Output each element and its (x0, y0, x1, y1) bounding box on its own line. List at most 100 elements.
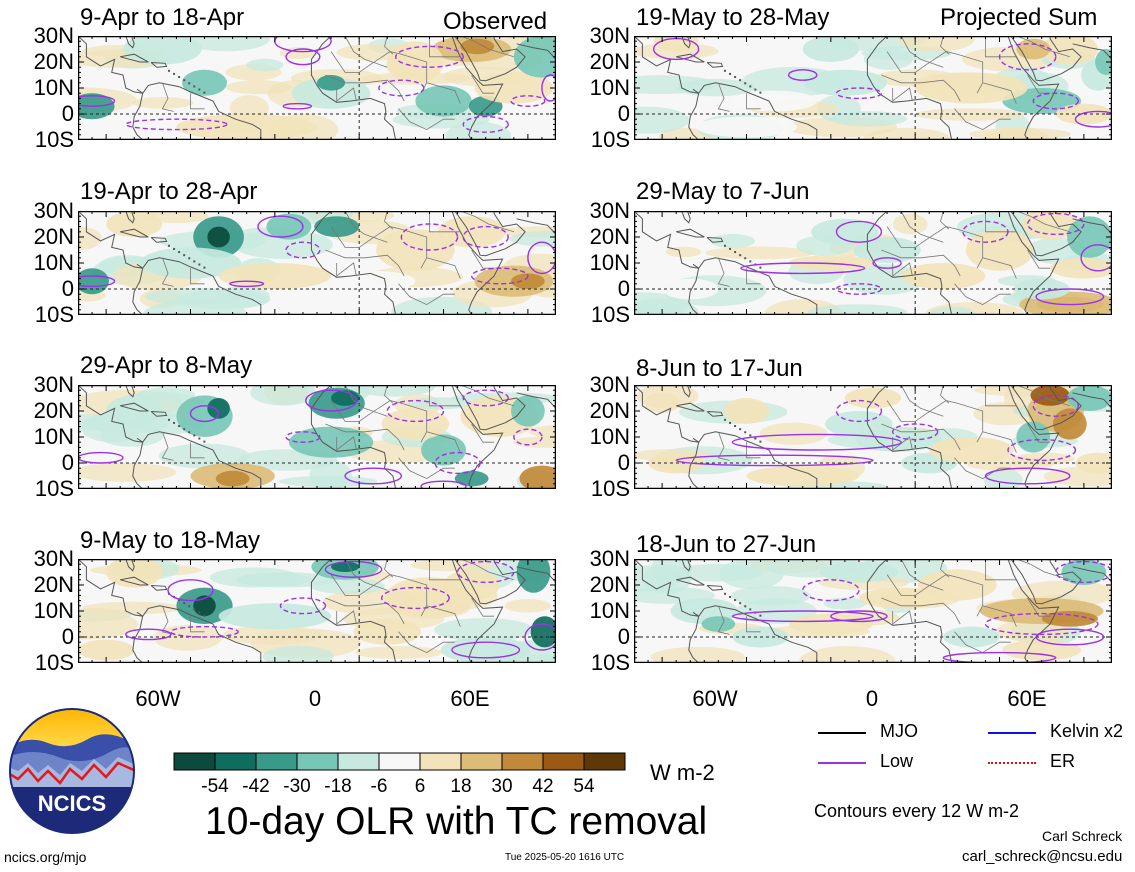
panel-title-5: 19-May to 28-May (636, 4, 830, 31)
lat-label: 10N (589, 598, 630, 623)
colorbar-tick-label: 18 (450, 776, 471, 797)
legend-line-er (988, 762, 1036, 764)
colorbar-tick-label: 42 (532, 776, 553, 797)
projected-label: Projected Sum (940, 4, 1098, 31)
colorbar-box (378, 752, 421, 771)
lat-label: 30N (589, 546, 630, 571)
lat-label: 0 (61, 101, 74, 126)
colorbar-box (501, 752, 544, 771)
colorbar-box (296, 752, 339, 771)
lat-label: 10N (33, 75, 74, 100)
lat-label: 0 (617, 101, 630, 126)
lat-label: 10N (589, 424, 630, 449)
panel-title-7: 8-Jun to 17-Jun (636, 355, 803, 382)
lon-label-60e-left: 60E (450, 686, 490, 711)
panel-title-8: 18-Jun to 27-Jun (636, 531, 817, 558)
colorbar-box (173, 752, 216, 771)
colorbar-units: W m-2 (650, 760, 715, 785)
lat-label: 10S (590, 476, 630, 501)
lat-label: 20N (589, 224, 630, 249)
ncics-logo: NCICS (9, 708, 135, 834)
legend-label: Low (880, 751, 914, 771)
colorbar-tick-label: -18 (324, 776, 351, 797)
lat-label: 0 (617, 276, 630, 301)
email: carl_schreck@ncsu.edu (962, 848, 1123, 865)
lat-label: 10N (589, 75, 630, 100)
lat-label: 10N (33, 250, 74, 275)
colorbar-tick-label: -30 (283, 776, 310, 797)
lat-label: 10S (590, 127, 630, 152)
lat-label: 0 (61, 276, 74, 301)
lat-label: 20N (33, 572, 74, 597)
projected-map-panel-3 (634, 385, 1112, 489)
lat-label: 0 (61, 450, 74, 475)
lat-label: 20N (589, 572, 630, 597)
lat-label: 10S (34, 650, 74, 675)
contours-note: Contours every 12 W m-2 (814, 801, 1020, 821)
colorbar-tick-label: 30 (491, 776, 512, 797)
lon-label-60w-left: 60W (135, 686, 181, 711)
observed-label: Observed (443, 8, 548, 35)
logo-text: NCICS (38, 791, 106, 816)
lat-label: 10S (34, 127, 74, 152)
legend-line-mjo (818, 732, 866, 734)
colorbar-box (337, 752, 380, 771)
legend-label: MJO (880, 721, 918, 741)
panel-title-6: 29-May to 7-Jun (636, 178, 810, 205)
observed-map-panel-2 (78, 211, 556, 315)
panel-title-3: 29-Apr to 8-May (80, 352, 253, 379)
lat-label: 10S (34, 302, 74, 327)
colorbar-box (214, 752, 257, 771)
legend-label: ER (1050, 751, 1076, 771)
lon-label-0-left: 0 (308, 686, 322, 711)
colorbar-box (583, 752, 626, 771)
colorbar-box (255, 752, 298, 771)
panel-title-2: 19-Apr to 28-Apr (80, 178, 258, 205)
lat-label: 0 (61, 624, 74, 649)
lat-label: 10N (33, 598, 74, 623)
projected-map-panel-1 (634, 36, 1112, 140)
observed-map-panel-4 (78, 559, 556, 663)
legend-line-kelvin-x2 (988, 732, 1036, 734)
colorbar-tick-label: -42 (242, 776, 269, 797)
lat-label: 10N (589, 250, 630, 275)
lat-label: 30N (33, 23, 74, 48)
panel-title-1: 9-Apr to 18-Apr (80, 4, 245, 31)
lat-label: 30N (589, 198, 630, 223)
lon-label-0-right: 0 (865, 686, 879, 711)
lat-label: 20N (33, 49, 74, 74)
colorbar-box (542, 752, 585, 771)
lat-label: 20N (33, 398, 74, 423)
colorbar: -54 -42 -30 -18 -6 6 18 30 42 54 (173, 752, 626, 797)
lat-label: 30N (33, 546, 74, 571)
colorbar-tick-label: 6 (415, 776, 426, 797)
legend-label: Kelvin x2 (1050, 721, 1124, 741)
lat-label: 0 (617, 624, 630, 649)
lat-label: 30N (589, 23, 630, 48)
lat-label: 30N (33, 198, 74, 223)
author: Carl Schreck (1042, 828, 1123, 844)
lon-label-60e-right: 60E (1007, 686, 1047, 711)
observed-map-panel-3 (78, 385, 556, 489)
lat-label: 20N (589, 49, 630, 74)
projected-map-panel-2 (634, 211, 1112, 315)
colorbar-box (419, 752, 462, 771)
colorbar-tick-label: -54 (201, 776, 229, 797)
lat-label: 20N (589, 398, 630, 423)
observed-map-panel-1 (78, 36, 556, 140)
colorbar-tick-label: -6 (371, 776, 388, 797)
lat-label: 10S (590, 302, 630, 327)
lat-label: 30N (33, 372, 74, 397)
lat-label: 10S (590, 650, 630, 675)
main-title: 10-day OLR with TC removal (205, 800, 708, 843)
panel-title-4: 9-May to 18-May (80, 527, 261, 554)
projected-map-panel-4 (634, 559, 1112, 663)
colorbar-box (460, 752, 503, 771)
website: ncics.org/mjo (4, 849, 87, 865)
lat-label: 20N (33, 224, 74, 249)
lat-label: 30N (589, 372, 630, 397)
colorbar-tick-label: 54 (573, 776, 595, 797)
timestamp: Tue 2025-05-20 1616 UTC (505, 852, 625, 863)
lat-label: 10N (33, 424, 74, 449)
lat-label: 10S (34, 476, 74, 501)
